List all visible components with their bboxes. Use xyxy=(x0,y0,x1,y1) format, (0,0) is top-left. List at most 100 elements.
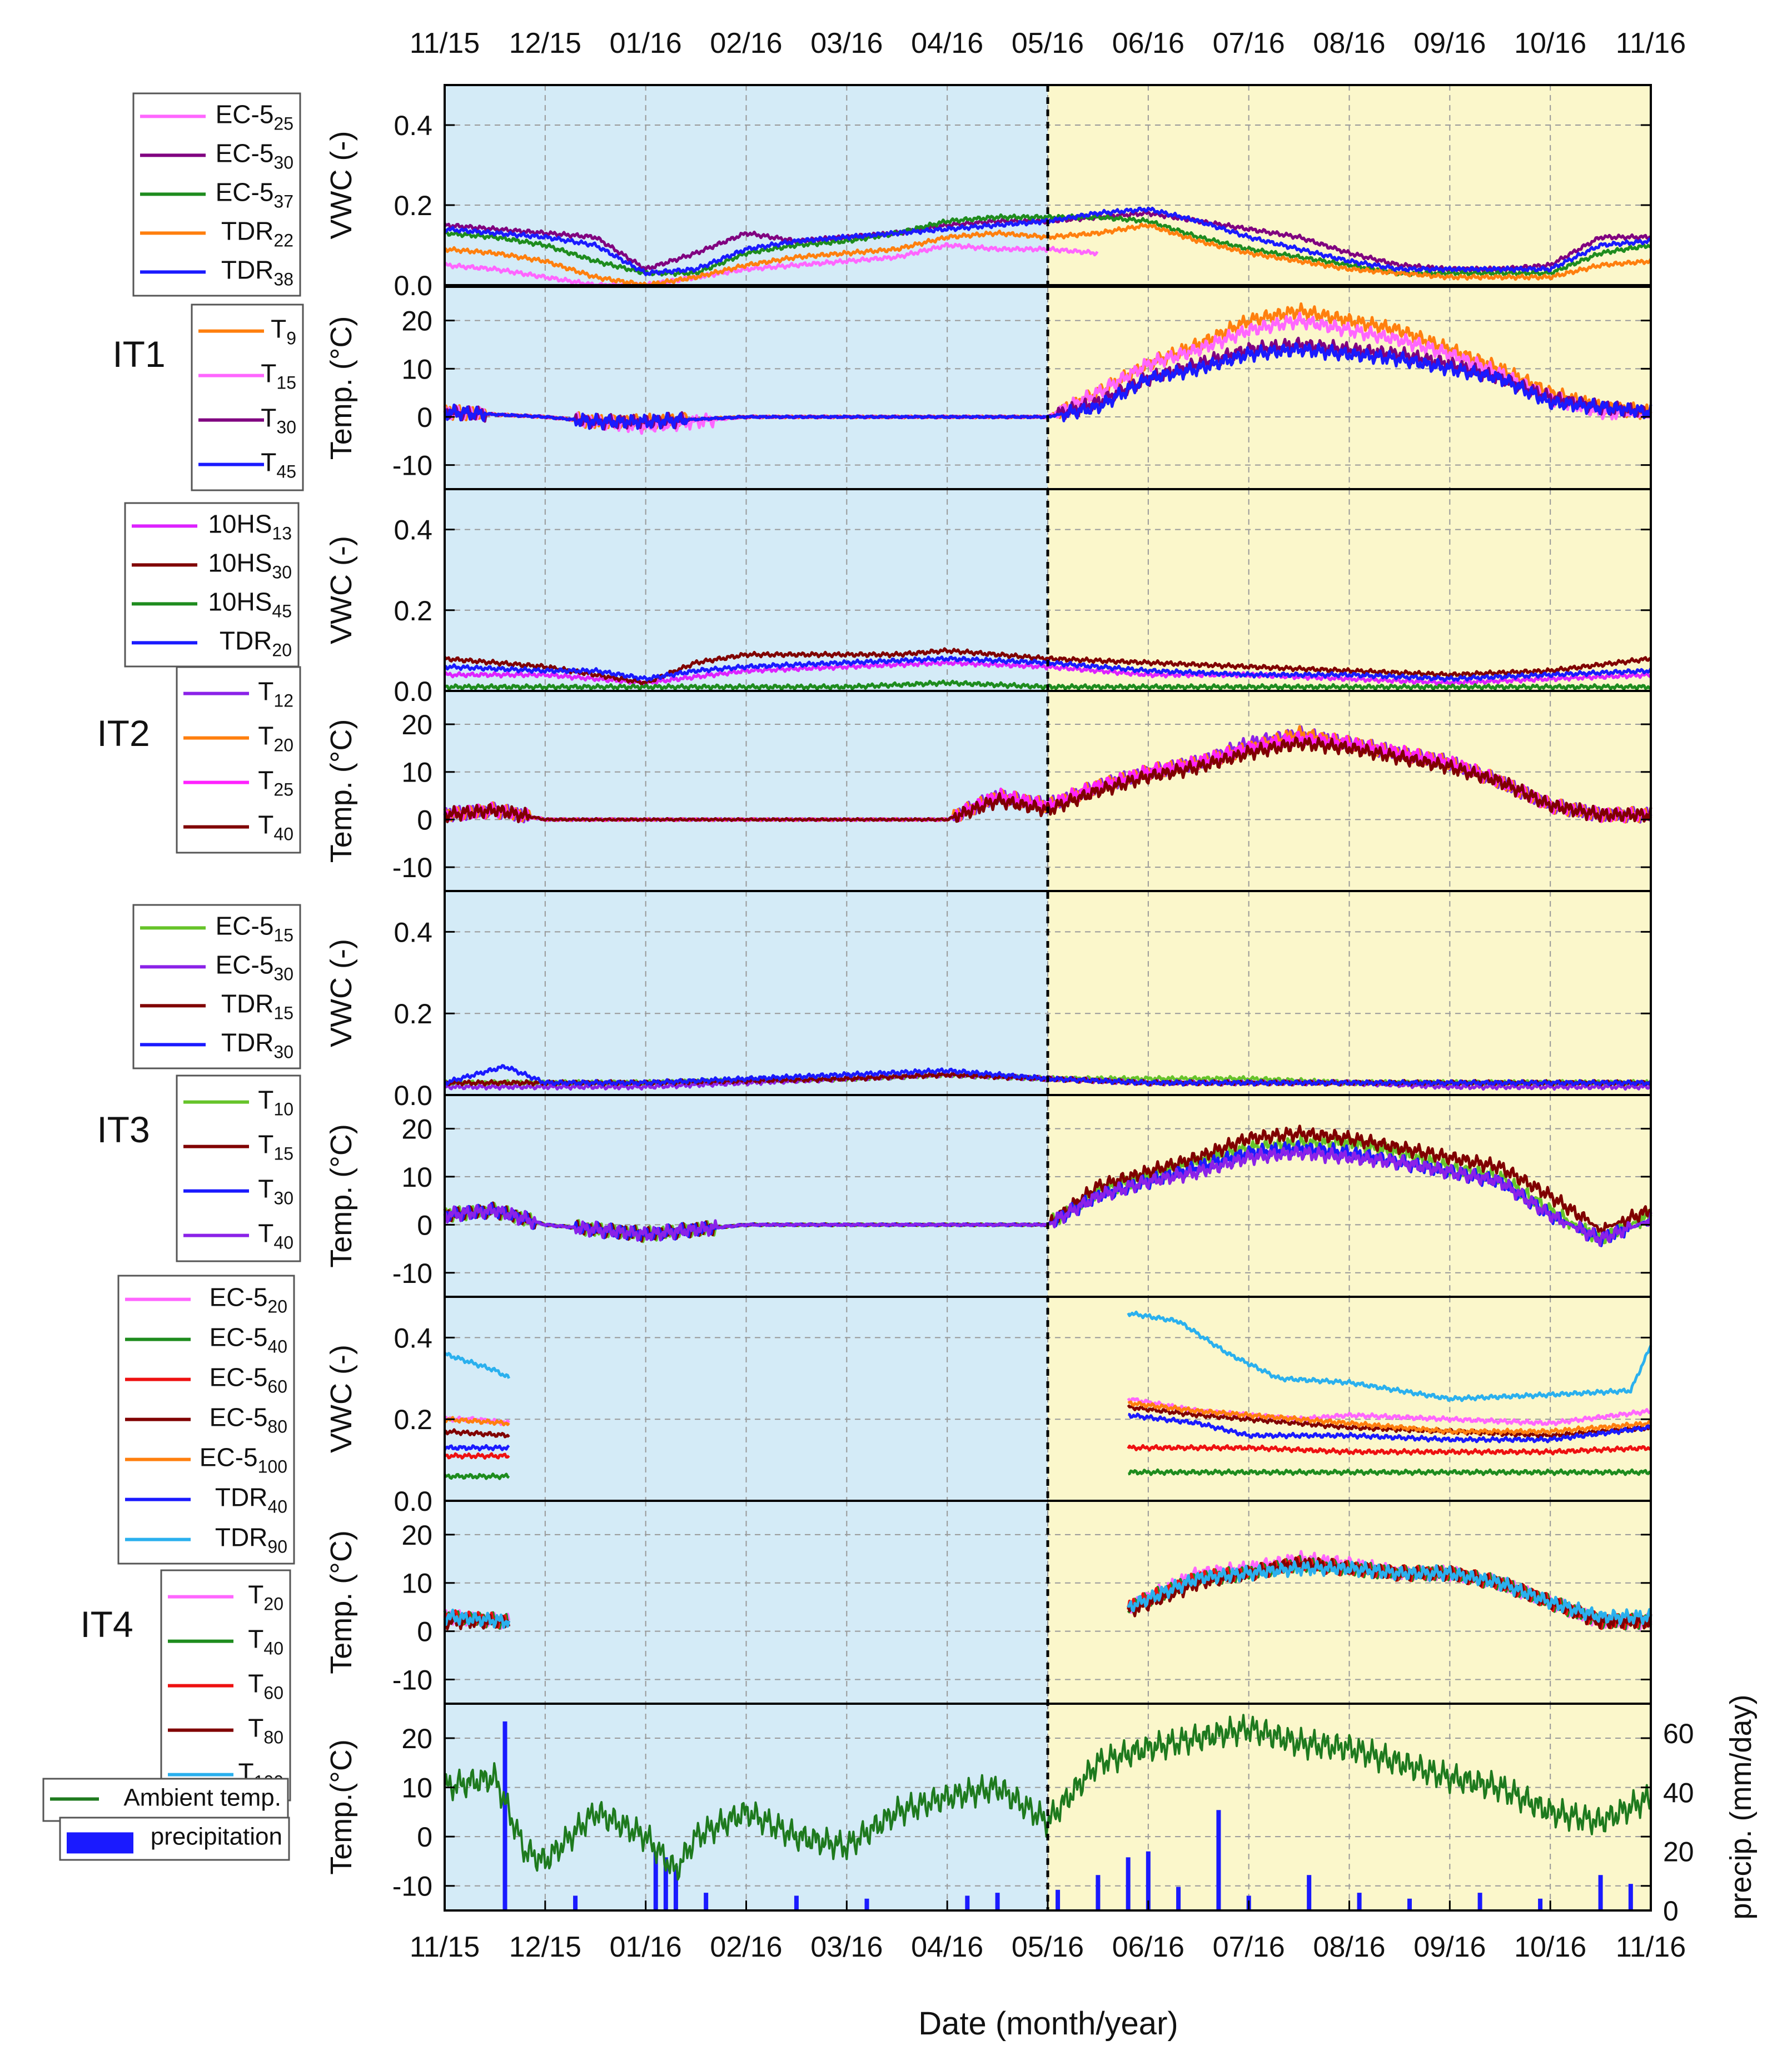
y-tick-label: 0.4 xyxy=(394,917,432,948)
y-tick-label: 0.0 xyxy=(394,1486,432,1517)
axes: 11/15 11/15 12/15 12/15 01/16 01/16 02/16 02/16… xyxy=(410,27,1686,1963)
y-tick-label: 0.2 xyxy=(394,998,432,1029)
legend-frame xyxy=(191,303,304,491)
series-line xyxy=(444,1310,1652,1402)
legend-label: T30 xyxy=(261,404,296,437)
y-axis-title: Temp. (°C) xyxy=(325,1124,358,1268)
y-tick-label: 10 xyxy=(401,1773,432,1804)
y-tick-label: 0.2 xyxy=(394,1404,432,1435)
y-tick-label: -10 xyxy=(392,1665,432,1696)
y-tick-label: 0.4 xyxy=(394,110,432,141)
precip-bar xyxy=(1357,1893,1362,1910)
top-x-tick-label: 11/16 xyxy=(1616,27,1686,59)
precip-bar xyxy=(663,1857,668,1910)
y-tick-label: 0.0 xyxy=(394,270,432,301)
series-line xyxy=(443,1412,1651,1452)
bottom-x-tick-label: 10/16 xyxy=(1514,1931,1586,1963)
precip-bar xyxy=(502,1721,507,1910)
precip-bar xyxy=(1628,1884,1633,1910)
bottom-x-tick-label: 03/16 xyxy=(810,1931,883,1963)
y-tick-label: 10 xyxy=(401,354,432,385)
y-tick-label: 10 xyxy=(401,757,432,788)
top-x-tick-label: 11/15 xyxy=(410,27,480,59)
y-tick-label: 20 xyxy=(401,1723,432,1754)
top-x-tick-label: 03/16 xyxy=(810,27,883,59)
y-axis-title: Temp. (°C) xyxy=(325,316,358,460)
y-tick-label: 0 xyxy=(417,1616,432,1648)
y-tick-label: 0 xyxy=(417,804,432,835)
legend-frame xyxy=(176,666,301,854)
legend-label: TDR90 xyxy=(215,1523,287,1557)
precip-bar xyxy=(1096,1875,1101,1910)
y-axis-title: VWC (-) xyxy=(325,536,358,644)
series-line xyxy=(443,1560,1652,1629)
top-x-tick-label: 07/16 xyxy=(1213,27,1285,59)
precip-bar xyxy=(653,1851,658,1910)
bottom-x-tick-label: 12/15 xyxy=(509,1931,581,1963)
top-x-tick-label: 08/16 xyxy=(1313,27,1385,59)
y-right-axis-title: precip. (mm/day) xyxy=(1724,1694,1758,1919)
bottom-x-tick-label: 08/16 xyxy=(1313,1931,1385,1963)
y-tick-label: 20 xyxy=(401,709,432,740)
station-label-it2: IT2 xyxy=(97,713,150,754)
y-axis-title: VWC (-) xyxy=(325,131,358,240)
y-axis-title: Temp. (°C) xyxy=(325,1530,358,1674)
legend-frame xyxy=(124,502,300,668)
y-tick-label: -10 xyxy=(392,450,432,481)
legend-frame xyxy=(176,1074,301,1262)
precip-bar xyxy=(1538,1898,1543,1910)
legend-box-10: precipitation xyxy=(59,1817,290,1861)
legend-frame xyxy=(132,904,301,1069)
series-line xyxy=(443,242,1099,287)
bottom-x-tick-label: 05/16 xyxy=(1012,1931,1084,1963)
top-x-tick-label: 05/16 xyxy=(1012,27,1084,59)
y-tick-label: 0 xyxy=(417,1210,432,1241)
y-tick-label: -10 xyxy=(392,1871,432,1902)
bottom-x-tick-label: 01/16 xyxy=(610,1931,682,1963)
precip-bar xyxy=(1056,1889,1061,1910)
bottom-x-tick-label: 11/16 xyxy=(1616,1931,1686,1963)
y-axis-title: VWC (-) xyxy=(325,1345,358,1453)
y-tick-label: -10 xyxy=(392,1258,432,1289)
legend-label: EC-530 xyxy=(216,950,293,984)
y-tick-label: 0 xyxy=(417,402,432,433)
station-label-it1: IT1 xyxy=(112,334,165,375)
precip-bar xyxy=(673,1866,678,1910)
y-right-tick-label: 60 xyxy=(1663,1718,1694,1749)
station-label-it4: IT4 xyxy=(80,1604,133,1645)
panels: 0.0 0.2 0.4 VWC (-) -10 0 10 20 Temp. (°C) 0.0 0.2… xyxy=(325,84,1758,1927)
y-right-tick-label: 0 xyxy=(1663,1895,1679,1927)
bottom-x-tick-label: 02/16 xyxy=(710,1931,782,1963)
top-x-tick-label: 12/15 xyxy=(509,27,581,59)
y-tick-label: -10 xyxy=(392,852,432,883)
precip-bar xyxy=(1146,1851,1151,1910)
y-tick-label: 0.2 xyxy=(394,595,432,626)
legend-box-8: T20T40T60T80T100 xyxy=(160,1569,291,1802)
series-line xyxy=(444,1444,1652,1460)
legends: EC-525EC-530EC-537TDR22TDR38T9T15T30T451… xyxy=(42,92,304,1861)
y-tick-label: 10 xyxy=(401,1162,432,1193)
y-axis-title: Temp. (°C) xyxy=(325,719,358,863)
legend-box-9: Ambient temp. xyxy=(42,1778,289,1822)
bottom-x-tick-label: 06/16 xyxy=(1112,1931,1184,1963)
legend-label: precipitation xyxy=(151,1823,282,1850)
precip-bar xyxy=(1307,1875,1312,1910)
y-tick-label: 0.4 xyxy=(394,515,432,546)
legend-frame xyxy=(132,92,301,297)
precip-bar xyxy=(1407,1898,1412,1910)
bottom-x-tick-label: 04/16 xyxy=(911,1931,983,1963)
precip-bar xyxy=(1126,1857,1131,1910)
y-tick-label: 20 xyxy=(401,306,432,337)
bottom-x-tick-label: 11/15 xyxy=(410,1931,480,1963)
precip-bar xyxy=(965,1895,970,1910)
precip-bar xyxy=(1216,1810,1221,1910)
top-x-tick-label: 02/16 xyxy=(710,27,782,59)
y-right-tick-label: 40 xyxy=(1663,1777,1694,1808)
precip-bar xyxy=(794,1895,799,1910)
